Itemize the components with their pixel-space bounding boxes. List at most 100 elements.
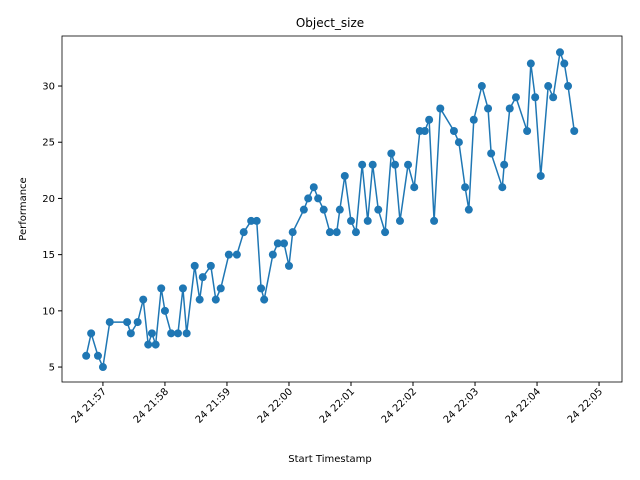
- point: [363, 216, 372, 225]
- x-tick-label: 24 22:01: [318, 386, 357, 425]
- chart-title: Object_size: [296, 16, 364, 30]
- x-tick-label: 24 22:04: [504, 386, 543, 425]
- point: [260, 295, 269, 304]
- point: [461, 183, 470, 192]
- point: [464, 205, 473, 214]
- point: [332, 228, 341, 237]
- point: [487, 149, 496, 158]
- point: [309, 183, 318, 192]
- point: [544, 82, 553, 91]
- point: [335, 205, 344, 214]
- x-tick-label: 24 21:59: [194, 386, 233, 425]
- series-line: [85, 49, 575, 370]
- y-tick-label: 20: [42, 194, 55, 205]
- point: [304, 194, 313, 203]
- point: [314, 194, 323, 203]
- point: [511, 93, 520, 102]
- point: [498, 183, 507, 192]
- point: [477, 82, 486, 91]
- point: [198, 273, 207, 282]
- point: [160, 306, 169, 315]
- point: [190, 261, 199, 270]
- point: [167, 329, 176, 338]
- point: [195, 295, 204, 304]
- y-tick-label: 30: [42, 82, 55, 93]
- point: [211, 295, 220, 304]
- point: [206, 261, 215, 270]
- point: [449, 126, 458, 135]
- point: [93, 351, 102, 360]
- point: [87, 329, 96, 338]
- point: [239, 228, 248, 237]
- point: [182, 329, 191, 338]
- y-axis-label: Performance: [18, 177, 29, 240]
- point: [564, 82, 573, 91]
- point: [123, 318, 132, 327]
- point: [404, 160, 413, 169]
- point: [325, 228, 334, 237]
- point: [257, 284, 266, 293]
- x-tick-label: 24 22:00: [256, 386, 295, 425]
- point: [368, 160, 377, 169]
- point: [216, 284, 225, 293]
- point: [374, 205, 383, 214]
- point: [469, 115, 478, 124]
- point: [319, 205, 328, 214]
- x-tick-label: 24 22:03: [442, 386, 481, 425]
- point: [133, 318, 142, 327]
- point: [252, 216, 261, 225]
- point: [425, 115, 434, 124]
- point: [523, 126, 532, 135]
- point: [105, 318, 114, 327]
- point: [436, 104, 445, 113]
- point: [178, 284, 187, 293]
- point: [358, 160, 367, 169]
- point: [280, 239, 289, 248]
- point: [500, 160, 509, 169]
- point: [147, 329, 156, 338]
- point: [224, 250, 233, 259]
- point: [351, 228, 360, 237]
- point: [555, 48, 564, 57]
- point: [98, 363, 107, 372]
- point: [82, 351, 91, 360]
- y-tick-label: 25: [42, 138, 55, 149]
- point: [126, 329, 135, 338]
- point: [299, 205, 308, 214]
- point: [346, 216, 355, 225]
- point: [157, 284, 166, 293]
- point: [284, 261, 293, 270]
- point: [173, 329, 182, 338]
- point: [536, 171, 545, 180]
- x-tick-label: 24 22:02: [380, 386, 419, 425]
- point: [560, 59, 569, 68]
- point: [395, 216, 404, 225]
- point: [268, 250, 277, 259]
- point: [549, 93, 558, 102]
- point: [144, 340, 153, 349]
- point: [420, 126, 429, 135]
- point: [151, 340, 160, 349]
- x-axis-label: Start Timestamp: [288, 454, 371, 465]
- point: [505, 104, 514, 113]
- point: [273, 239, 282, 248]
- point: [232, 250, 241, 259]
- y-tick-label: 10: [42, 306, 55, 317]
- point: [139, 295, 148, 304]
- point: [381, 228, 390, 237]
- point: [391, 160, 400, 169]
- point: [454, 138, 463, 147]
- x-tick-label: 24 21:58: [132, 386, 171, 425]
- x-tick-label: 24 21:57: [70, 386, 109, 425]
- point: [526, 59, 535, 68]
- point: [288, 228, 297, 237]
- point: [247, 216, 256, 225]
- plot-frame: [61, 35, 623, 383]
- x-tick-label: 24 22:05: [566, 386, 605, 425]
- y-tick-label: 5: [49, 363, 55, 374]
- point: [430, 216, 439, 225]
- point: [340, 171, 349, 180]
- point: [531, 93, 540, 102]
- point: [410, 183, 419, 192]
